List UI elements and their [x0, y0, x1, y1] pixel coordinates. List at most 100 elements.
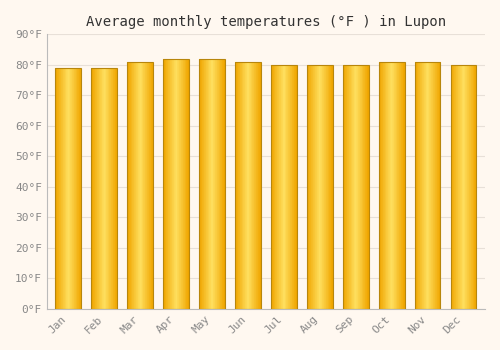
- Bar: [166, 59, 167, 309]
- Bar: [309, 65, 310, 309]
- Bar: [128, 62, 153, 309]
- Bar: [71, 68, 72, 309]
- Bar: [419, 62, 420, 309]
- Bar: [287, 65, 288, 309]
- Bar: [454, 65, 455, 309]
- Bar: [175, 59, 176, 309]
- Bar: [182, 59, 184, 309]
- Bar: [236, 62, 237, 309]
- Bar: [317, 65, 318, 309]
- Bar: [139, 62, 140, 309]
- Bar: [393, 62, 394, 309]
- Bar: [134, 62, 135, 309]
- Bar: [397, 62, 398, 309]
- Bar: [78, 68, 79, 309]
- Bar: [428, 62, 429, 309]
- Bar: [276, 65, 277, 309]
- Bar: [56, 68, 82, 309]
- Bar: [72, 68, 73, 309]
- Bar: [260, 62, 261, 309]
- Bar: [219, 59, 220, 309]
- Bar: [244, 62, 246, 309]
- Bar: [362, 65, 363, 309]
- Bar: [186, 59, 187, 309]
- Bar: [414, 62, 416, 309]
- Bar: [180, 59, 182, 309]
- Bar: [459, 65, 460, 309]
- Bar: [106, 68, 107, 309]
- Bar: [176, 59, 177, 309]
- Bar: [422, 62, 423, 309]
- Bar: [116, 68, 117, 309]
- Bar: [383, 62, 384, 309]
- Bar: [400, 62, 402, 309]
- Bar: [204, 59, 205, 309]
- Bar: [103, 68, 104, 309]
- Bar: [201, 59, 202, 309]
- Bar: [380, 62, 382, 309]
- Bar: [178, 59, 179, 309]
- Bar: [109, 68, 110, 309]
- Bar: [325, 65, 326, 309]
- Bar: [431, 62, 432, 309]
- Bar: [426, 62, 427, 309]
- Bar: [148, 62, 150, 309]
- Bar: [218, 59, 219, 309]
- Bar: [474, 65, 475, 309]
- Bar: [163, 59, 189, 309]
- Bar: [378, 62, 380, 309]
- Bar: [235, 62, 236, 309]
- Bar: [452, 65, 453, 309]
- Bar: [163, 59, 164, 309]
- Bar: [211, 59, 212, 309]
- Bar: [244, 62, 245, 309]
- Bar: [450, 65, 476, 309]
- Bar: [67, 68, 68, 309]
- Bar: [427, 62, 428, 309]
- Bar: [434, 62, 436, 309]
- Bar: [346, 65, 348, 309]
- Bar: [453, 65, 454, 309]
- Bar: [468, 65, 469, 309]
- Bar: [349, 65, 350, 309]
- Bar: [62, 68, 64, 309]
- Bar: [246, 62, 248, 309]
- Bar: [350, 65, 351, 309]
- Bar: [320, 65, 321, 309]
- Bar: [429, 62, 430, 309]
- Bar: [356, 65, 357, 309]
- Bar: [316, 65, 318, 309]
- Bar: [105, 68, 106, 309]
- Bar: [291, 65, 292, 309]
- Bar: [466, 65, 468, 309]
- Bar: [382, 62, 384, 309]
- Bar: [326, 65, 327, 309]
- Bar: [294, 65, 295, 309]
- Bar: [170, 59, 171, 309]
- Bar: [240, 62, 241, 309]
- Bar: [425, 62, 426, 309]
- Bar: [329, 65, 330, 309]
- Bar: [308, 65, 309, 309]
- Bar: [344, 65, 345, 309]
- Title: Average monthly temperatures (°F ) in Lupon: Average monthly temperatures (°F ) in Lu…: [86, 15, 446, 29]
- Bar: [250, 62, 251, 309]
- Bar: [202, 59, 203, 309]
- Bar: [217, 59, 218, 309]
- Bar: [97, 68, 98, 309]
- Bar: [438, 62, 439, 309]
- Bar: [107, 68, 108, 309]
- Bar: [128, 62, 130, 309]
- Bar: [256, 62, 257, 309]
- Bar: [187, 59, 188, 309]
- Bar: [274, 65, 275, 309]
- Bar: [223, 59, 224, 309]
- Bar: [365, 65, 366, 309]
- Bar: [75, 68, 76, 309]
- Bar: [209, 59, 210, 309]
- Bar: [460, 65, 461, 309]
- Bar: [421, 62, 422, 309]
- Bar: [332, 65, 333, 309]
- Bar: [351, 65, 352, 309]
- Bar: [210, 59, 211, 309]
